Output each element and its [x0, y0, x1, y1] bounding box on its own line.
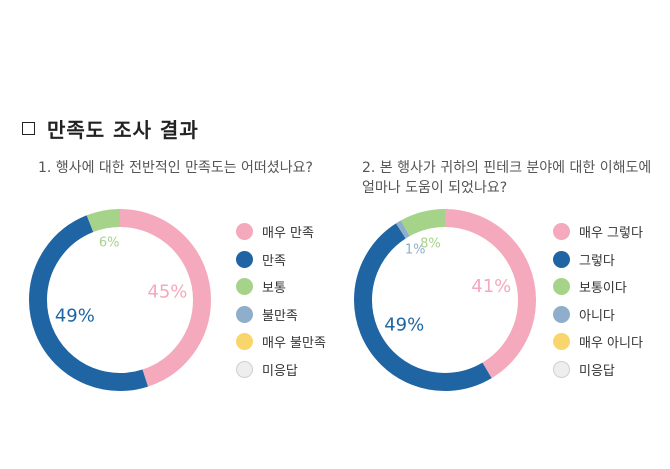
legend-swatch-icon	[236, 305, 253, 323]
legend-2-item: 매우 아니다	[553, 328, 643, 356]
chart1-slice-1	[29, 209, 211, 391]
legend-swatch-icon	[236, 250, 253, 268]
chart2-label-2: 1%	[405, 243, 426, 258]
legend-swatch-icon	[236, 333, 253, 351]
legend-2-item: 그렇다	[553, 246, 643, 274]
question-1-title: 1. 행사에 대한 전반적인 만족도는 어떠셨나요?	[38, 160, 313, 176]
section-title: 만족도 조사 결과	[22, 114, 199, 143]
page-title: 만족도 조사 결과	[47, 118, 199, 142]
legend-swatch-icon	[553, 360, 570, 378]
legend-label: 매우 만족	[262, 226, 314, 242]
legend-2-item: 미응답	[553, 356, 643, 384]
legend-1-item: 매우 불만족	[236, 328, 326, 356]
legend-1-item: 보통	[236, 273, 326, 301]
question-2-title: 2. 본 행사가 귀하의 핀테크 분야에 대한 이해도에 얼마나 도움이 되었나…	[362, 160, 652, 196]
chart2-slice-1	[354, 209, 536, 391]
checkbox-square-icon	[22, 122, 35, 135]
legend-swatch-icon	[553, 305, 570, 323]
legend-swatch-icon	[236, 223, 253, 241]
legend-swatch-icon	[553, 278, 570, 296]
chart1-label-0: 45%	[147, 281, 187, 302]
legend-label: 아니다	[579, 308, 615, 324]
legend-label: 보통이다	[579, 281, 627, 297]
legend-1-item: 만족	[236, 246, 326, 274]
legend-label: 매우 그렇다	[579, 226, 643, 242]
legend-label: 그렇다	[579, 253, 615, 269]
legend-swatch-icon	[553, 333, 570, 351]
legend-1-item: 불만족	[236, 301, 326, 329]
legend-2-item: 아니다	[553, 301, 643, 329]
legend-label: 불만족	[262, 308, 298, 324]
chart1-label-2: 6%	[99, 236, 120, 251]
legend-2-item: 보통이다	[553, 273, 643, 301]
legend-swatch-icon	[236, 278, 253, 296]
legend-1-item: 매우 만족	[236, 218, 326, 246]
legend-label: 매우 아니다	[579, 336, 643, 352]
chart1-slice-2	[29, 209, 211, 391]
legend-swatch-icon	[553, 223, 570, 241]
donut-chart-2: 41% 49% 1%8%	[354, 209, 536, 391]
legend-swatch-icon	[236, 360, 253, 378]
donut-chart-1: 45% 49% 6%	[29, 209, 211, 391]
chart2-slice-3	[354, 209, 536, 391]
legend-label: 미응답	[262, 363, 298, 379]
legend-1-item: 미응답	[236, 356, 326, 384]
legend-label: 미응답	[579, 363, 615, 379]
chart2-label-0: 41%	[471, 276, 511, 297]
legend-2-item: 매우 그렇다	[553, 218, 643, 246]
legend-label: 만족	[262, 253, 286, 269]
chart2-label-1: 49%	[384, 314, 424, 335]
legend-label: 매우 불만족	[262, 336, 326, 352]
chart2-label-3: 8%	[420, 236, 441, 251]
chart1-label-1: 49%	[55, 305, 95, 326]
legend-swatch-icon	[553, 250, 570, 268]
legend-label: 보통	[262, 281, 286, 297]
